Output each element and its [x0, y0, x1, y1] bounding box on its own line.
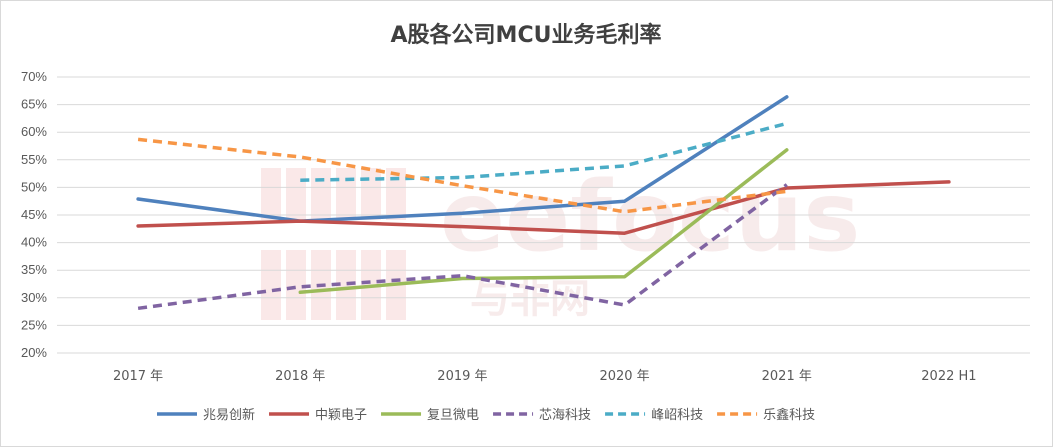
x-tick-label: 2017 年 [113, 369, 163, 384]
legend-label: 复旦微电 [427, 408, 479, 423]
y-tick-label: 65% [21, 97, 47, 112]
legend-label: 峰岹科技 [651, 408, 703, 423]
grid [57, 76, 1030, 354]
x-tick-label: 2021 年 [762, 369, 812, 384]
watermark-cn: 与非网 [470, 276, 590, 322]
series-line [137, 183, 788, 311]
x-axis-ticks: 2017 年 2018 年 2019 年 2020 年 2021 年 2022 H1 [113, 369, 977, 384]
y-tick-label: 55% [21, 152, 47, 167]
y-tick-label: 60% [21, 124, 47, 139]
watermark-brand: eefocus [440, 161, 860, 273]
legend: 兆易创新 中颖电子 复旦微电 芯海科技 峰岹科技 乐鑫科技 [157, 407, 815, 423]
series-lines [136, 95, 951, 311]
legend-label: 乐鑫科技 [763, 407, 815, 423]
y-tick-label: 30% [21, 290, 47, 305]
y-tick-label: 25% [21, 317, 47, 332]
series-line [298, 148, 789, 295]
x-tick-label: 2022 H1 [921, 369, 976, 384]
legend-label: 中颖电子 [315, 408, 367, 423]
legend-label: 兆易创新 [203, 407, 255, 423]
series-line [136, 180, 951, 235]
y-tick-label: 70% [21, 69, 47, 84]
series-line [137, 137, 788, 214]
y-tick-label: 35% [21, 262, 47, 277]
series-line [300, 121, 788, 182]
y-tick-label: 40% [21, 235, 47, 250]
y-axis-ticks: 70% 65% 60% 55% 50% 45% 40% 35% 30% 25% 20% [21, 69, 47, 360]
x-tick-label: 2019 年 [437, 369, 487, 384]
x-tick-label: 2018 年 [275, 369, 325, 384]
y-tick-label: 45% [21, 207, 47, 222]
x-tick-label: 2020 年 [599, 369, 649, 384]
legend-label: 芯海科技 [539, 408, 591, 423]
chart-title: A股各公司MCU业务毛利率 [391, 22, 662, 48]
y-tick-label: 20% [21, 345, 47, 360]
series-line [136, 95, 789, 223]
y-tick-label: 50% [21, 179, 47, 194]
